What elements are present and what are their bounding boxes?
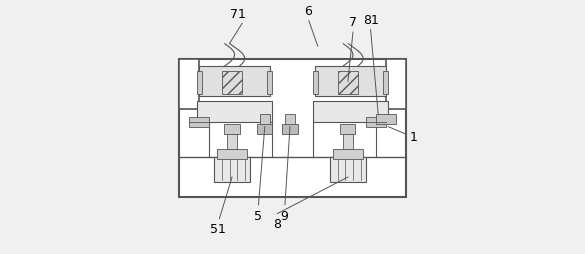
Bar bbox=[343, 135, 353, 150]
Bar bbox=[179, 59, 199, 109]
Bar bbox=[366, 117, 386, 127]
Bar bbox=[331, 157, 366, 182]
Bar bbox=[199, 67, 270, 97]
Bar bbox=[386, 59, 406, 109]
Bar bbox=[179, 59, 406, 197]
Bar bbox=[189, 117, 209, 127]
Bar bbox=[283, 125, 298, 135]
Bar bbox=[217, 150, 247, 160]
Bar bbox=[214, 157, 250, 182]
Bar bbox=[267, 72, 273, 94]
Bar bbox=[312, 72, 318, 94]
Bar bbox=[285, 115, 295, 127]
Bar bbox=[333, 150, 363, 160]
Bar bbox=[383, 72, 388, 94]
Text: 1: 1 bbox=[410, 131, 418, 144]
Bar bbox=[312, 102, 388, 122]
Bar bbox=[225, 125, 240, 135]
Bar bbox=[222, 72, 242, 94]
Bar bbox=[338, 72, 358, 94]
Bar bbox=[376, 115, 396, 125]
Text: 8: 8 bbox=[273, 217, 281, 230]
Bar bbox=[257, 125, 273, 135]
Text: 9: 9 bbox=[280, 209, 288, 222]
Text: 71: 71 bbox=[230, 8, 246, 20]
Text: 5: 5 bbox=[254, 209, 261, 222]
Text: 81: 81 bbox=[363, 14, 378, 27]
Bar bbox=[340, 125, 356, 135]
Bar bbox=[260, 115, 270, 127]
Text: 7: 7 bbox=[349, 16, 357, 29]
Bar bbox=[197, 72, 202, 94]
Bar bbox=[315, 67, 386, 97]
Text: 6: 6 bbox=[304, 5, 312, 18]
Bar bbox=[197, 102, 273, 122]
Bar bbox=[227, 135, 237, 150]
Text: 51: 51 bbox=[210, 223, 226, 235]
